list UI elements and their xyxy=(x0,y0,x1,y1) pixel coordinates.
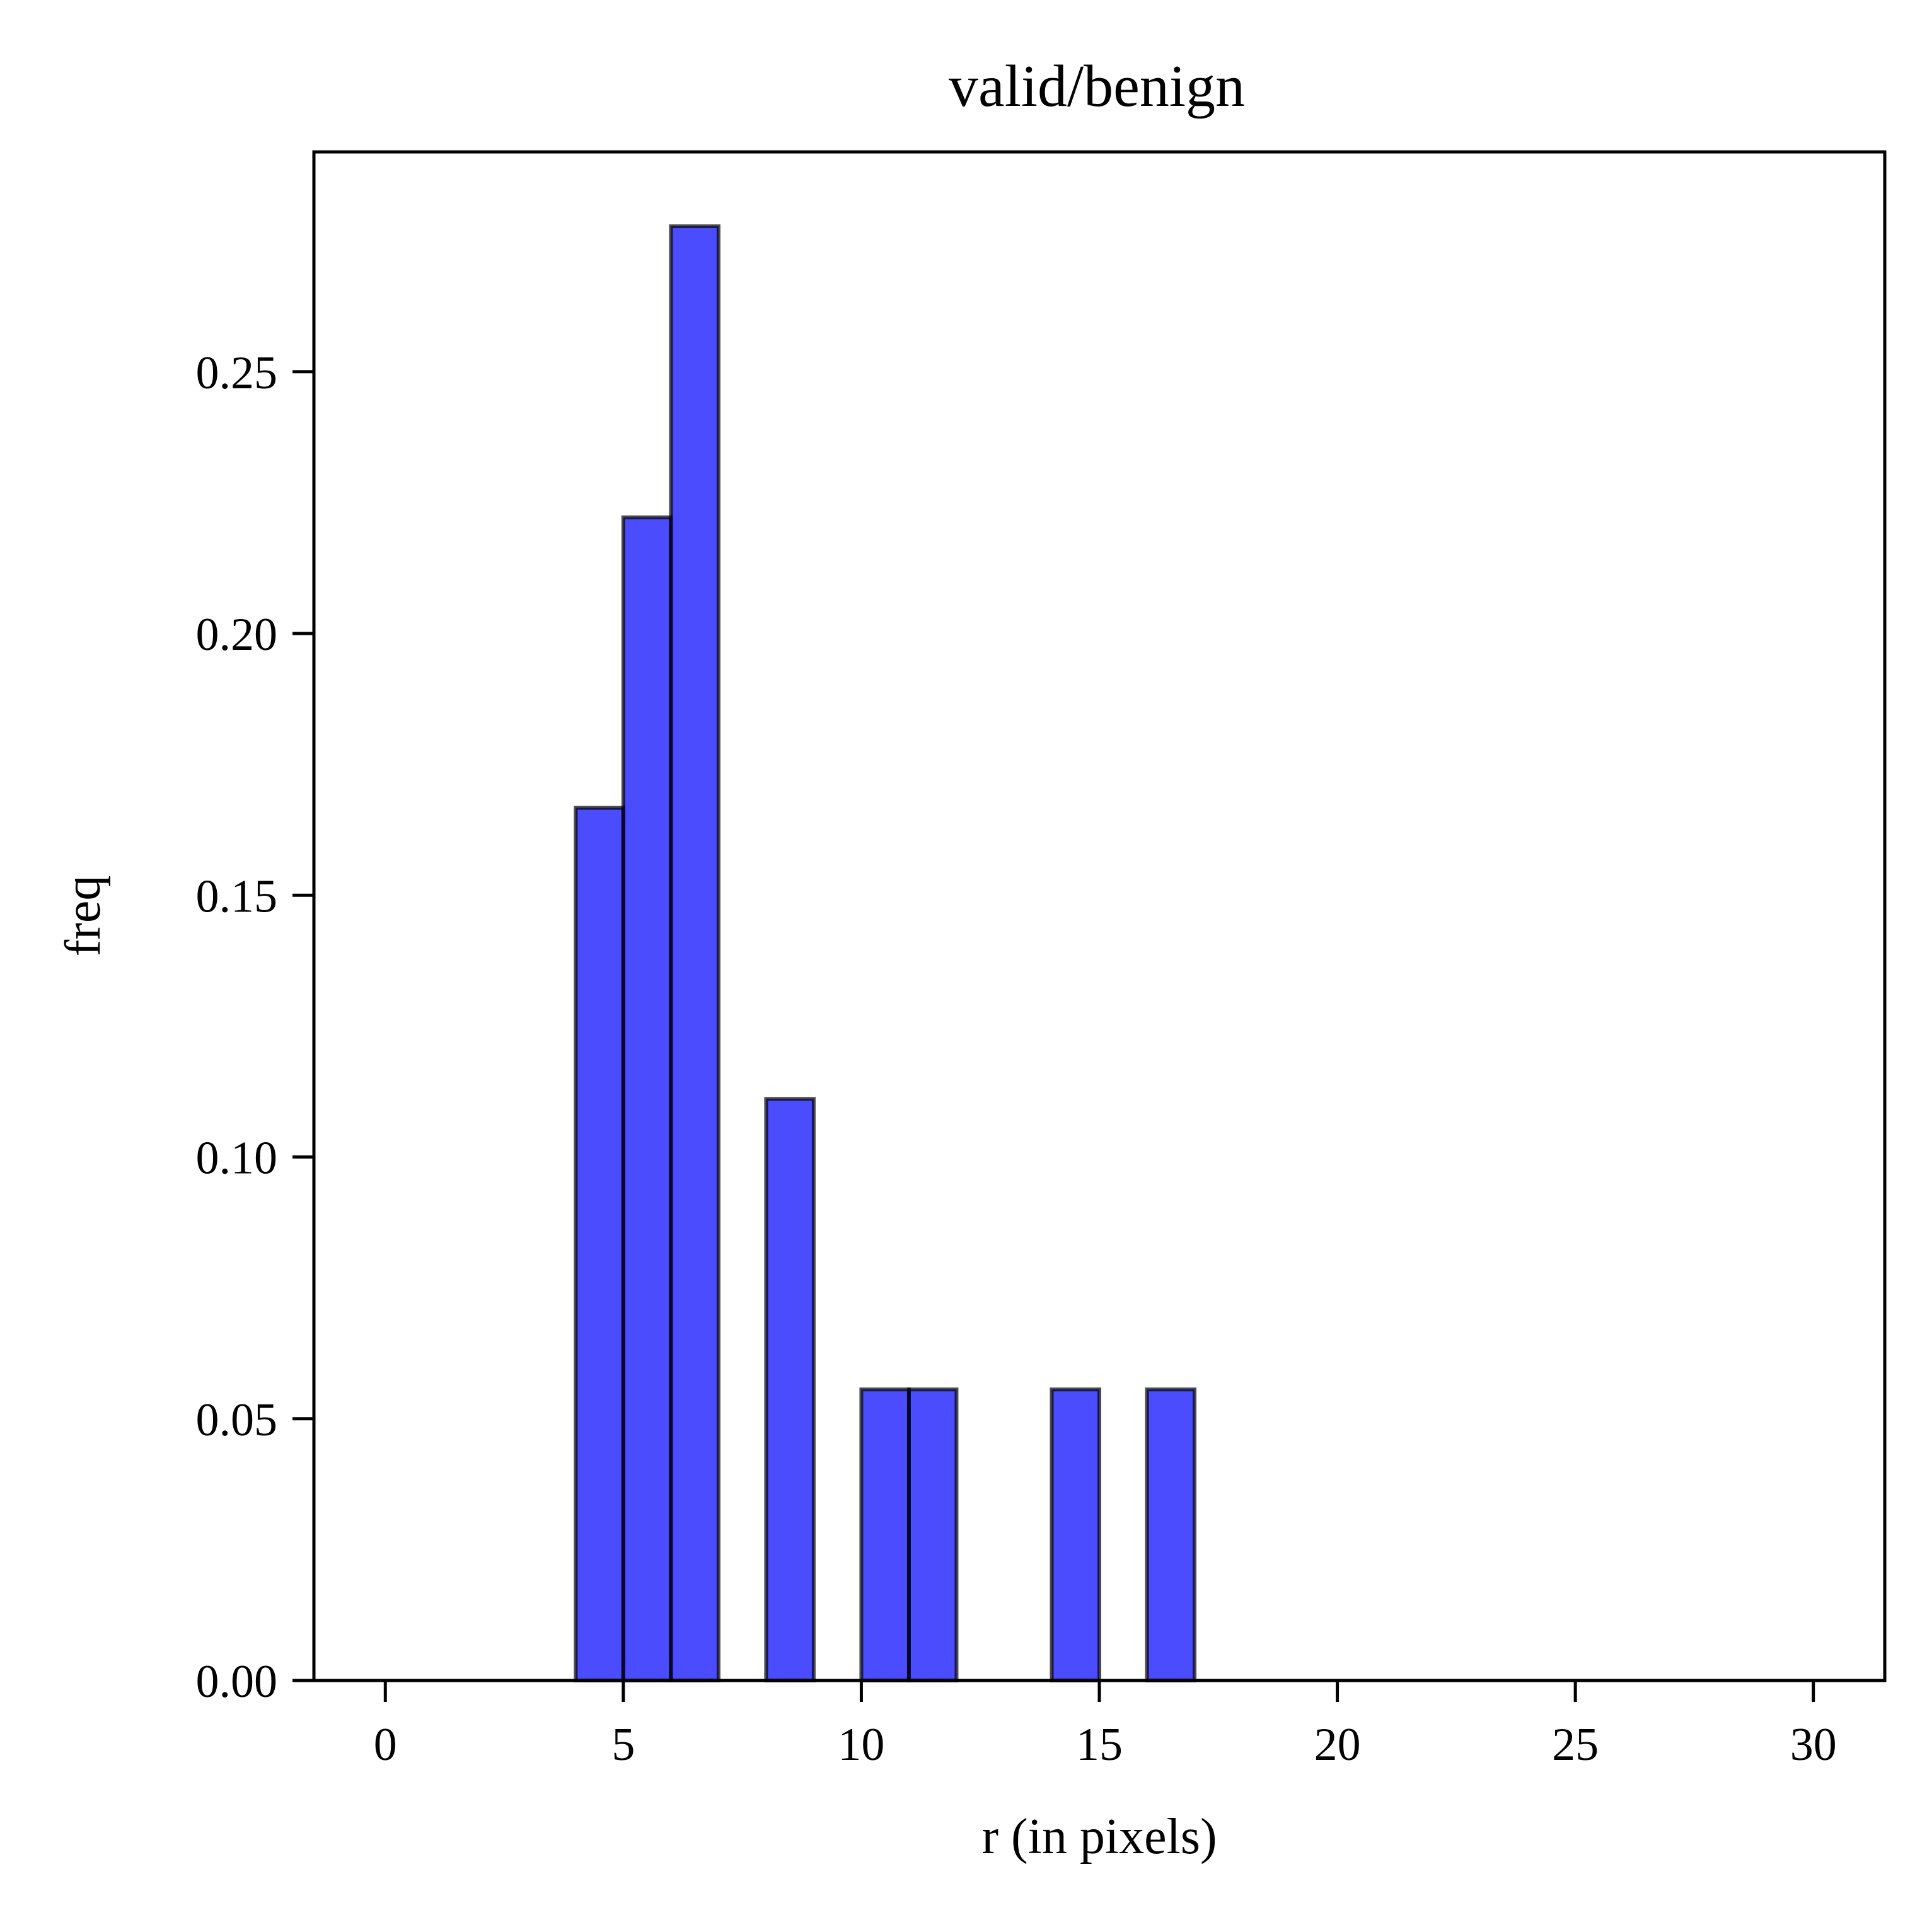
x-tick-label: 20 xyxy=(1314,1719,1361,1771)
y-tick-label: 0.10 xyxy=(196,1133,278,1184)
histogram-bar xyxy=(621,515,673,1682)
y-tick-label: 0.05 xyxy=(196,1394,278,1446)
x-tick-label: 10 xyxy=(838,1719,884,1771)
y-tick-label: 0.00 xyxy=(196,1656,278,1708)
y-axis-label: freq xyxy=(55,876,111,957)
x-tick-label: 25 xyxy=(1552,1719,1599,1771)
histogram-bar xyxy=(1145,1387,1197,1682)
chart-title: valid/benign xyxy=(949,54,1245,119)
x-tick-label: 15 xyxy=(1076,1719,1123,1771)
histogram-bar xyxy=(764,1097,816,1682)
histogram-bar xyxy=(906,1387,959,1682)
histogram-bar xyxy=(1050,1387,1102,1682)
y-axis: 0.00 0.05 0.10 0.15 0.20 0.25 xyxy=(196,347,314,1708)
x-tick-label: 0 xyxy=(374,1719,397,1771)
histogram-bar xyxy=(669,224,720,1683)
x-tick-label: 30 xyxy=(1790,1719,1837,1771)
x-axis: 0 5 10 15 20 25 30 xyxy=(374,1680,1837,1771)
y-tick-label: 0.20 xyxy=(196,609,278,661)
y-tick-label: 0.15 xyxy=(196,871,278,922)
histogram-bar xyxy=(574,806,625,1682)
histogram-bar xyxy=(859,1387,911,1682)
bars-layer xyxy=(574,224,1197,1683)
y-tick-label: 0.25 xyxy=(196,347,278,399)
x-axis-label: r (in pixels) xyxy=(981,1809,1217,1865)
x-tick-label: 5 xyxy=(611,1719,635,1771)
